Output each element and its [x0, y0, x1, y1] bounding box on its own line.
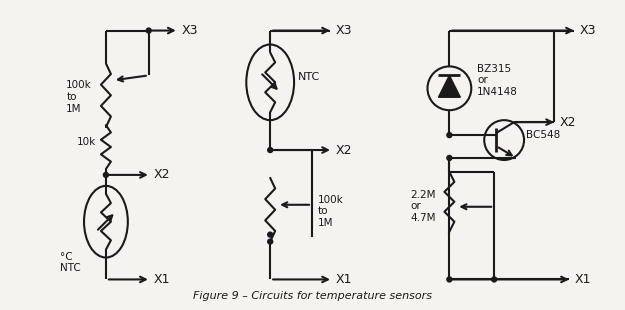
Circle shape: [447, 133, 452, 138]
Circle shape: [268, 239, 272, 244]
Text: 100k
to
1M: 100k to 1M: [318, 195, 344, 228]
Circle shape: [146, 28, 151, 33]
Text: 100k
to
1M: 100k to 1M: [66, 80, 92, 113]
Text: °C
NTC: °C NTC: [60, 252, 81, 273]
Text: X2: X2: [336, 144, 352, 157]
Text: X1: X1: [575, 273, 591, 286]
Text: X3: X3: [580, 24, 596, 37]
Text: Figure 9 – Circuits for temperature sensors: Figure 9 – Circuits for temperature sens…: [192, 291, 431, 301]
Text: X2: X2: [560, 116, 576, 129]
Text: BC548: BC548: [526, 130, 560, 140]
Text: 2.2M
or
4.7M: 2.2M or 4.7M: [410, 190, 436, 223]
Circle shape: [268, 148, 272, 153]
Text: X3: X3: [182, 24, 198, 37]
Text: X2: X2: [154, 168, 170, 181]
Text: NTC: NTC: [298, 72, 321, 82]
Circle shape: [268, 232, 272, 237]
Circle shape: [104, 172, 108, 177]
Text: X3: X3: [336, 24, 352, 37]
Polygon shape: [438, 75, 461, 97]
Text: 10k: 10k: [77, 137, 96, 147]
Circle shape: [447, 156, 452, 161]
Text: BZ315
or
1N4148: BZ315 or 1N4148: [478, 64, 518, 97]
Circle shape: [492, 277, 497, 282]
Circle shape: [447, 277, 452, 282]
Text: X1: X1: [154, 273, 170, 286]
Text: X1: X1: [336, 273, 352, 286]
